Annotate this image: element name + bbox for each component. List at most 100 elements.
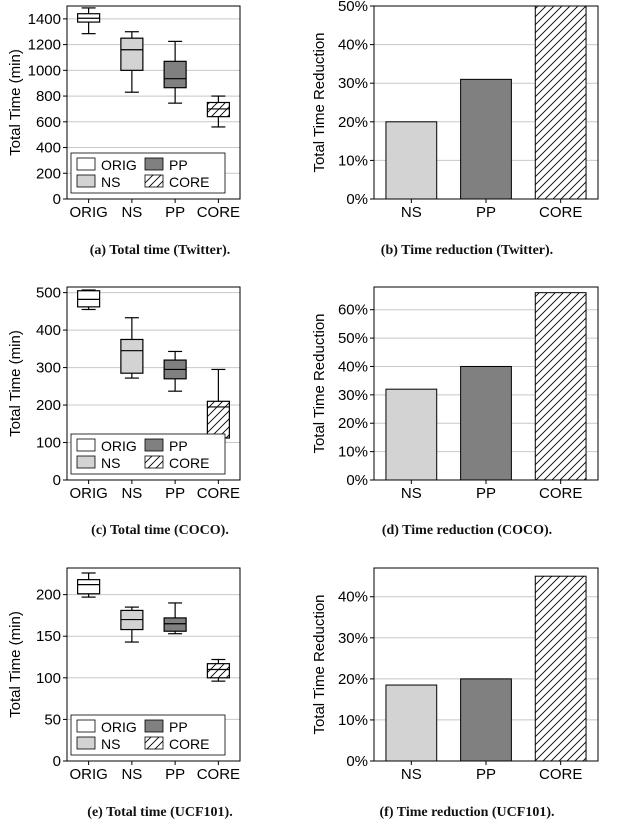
y-tick-label: 600 xyxy=(36,114,61,131)
caption-b: (b) Time reduction (Twitter). xyxy=(380,243,554,258)
bar-ns xyxy=(385,684,438,762)
y-tick-label: 20% xyxy=(338,114,368,131)
y-tick-label: 40% xyxy=(338,37,368,54)
y-tick-label: 0 xyxy=(53,753,61,770)
x-tick-label: NS xyxy=(401,766,422,783)
y-tick-label: 400 xyxy=(36,322,61,339)
x-tick-label: NS xyxy=(401,485,422,502)
x-tick-label: CORE xyxy=(539,766,582,783)
y-tick-label: 50 xyxy=(44,711,61,728)
legend-swatch-core xyxy=(144,174,164,188)
y-tick-label: 10% xyxy=(338,712,368,729)
y-tick-label: 30% xyxy=(338,630,368,647)
x-tick-label: NS xyxy=(121,766,142,783)
x-tick-label: CORE xyxy=(197,204,240,221)
legend-label-core: CORE xyxy=(169,736,209,752)
chart-panel-0: 0 200 400 600 800 1000 1200 1400 Total Time (min… xyxy=(7,5,241,221)
y-axis-label: Total Time (min) xyxy=(7,611,24,718)
y-axis-label: Total Time Reduction xyxy=(311,594,328,734)
legend-label-ns: NS xyxy=(101,736,120,752)
x-tick-label: CORE xyxy=(197,766,240,783)
box-core xyxy=(206,101,230,118)
box-pp xyxy=(163,60,187,89)
y-tick-label: 300 xyxy=(36,360,61,377)
x-tick-label: PP xyxy=(165,204,185,221)
chart-panel-2: 0 100 200 300 400 500 Total Time (min) ORIG PP NS… xyxy=(7,285,241,502)
legend: ORIG PP NS CORE xyxy=(70,433,226,475)
x-tick-label: NS xyxy=(121,485,142,502)
legend-swatch-core xyxy=(144,736,164,750)
y-tick-label: 20% xyxy=(338,671,368,688)
bar-core xyxy=(534,5,587,200)
y-tick-label: 10% xyxy=(338,152,368,169)
legend-swatch-pp xyxy=(144,438,164,452)
y-tick-label: 1400 xyxy=(28,11,61,28)
bar-ns xyxy=(385,388,438,481)
y-tick-label: 800 xyxy=(36,88,61,105)
x-tick-label: PP xyxy=(476,204,496,221)
y-tick-label: 200 xyxy=(36,165,61,182)
chart-panel-5: 0% 10% 20% 30% 40% Total Time Reduction NS PP CO… xyxy=(311,567,599,783)
y-tick-label: 40% xyxy=(338,358,368,375)
y-tick-label: 0% xyxy=(346,753,368,770)
chart-panel-1: 0% 10% 20% 30% 40% 50% Total Time Reduction NS P… xyxy=(311,0,599,221)
bar-ns xyxy=(385,121,438,200)
plot-frame xyxy=(373,5,599,200)
chart-panel-3: 0% 10% 20% 30% 40% 50% 60% Total Time Reduction… xyxy=(311,286,599,502)
legend-label-pp: PP xyxy=(169,157,188,173)
legend-label-ns: NS xyxy=(101,455,120,471)
plot-frame xyxy=(373,286,599,481)
y-tick-label: 0% xyxy=(346,472,368,489)
y-tick-label: 100 xyxy=(36,670,61,687)
x-tick-label: ORIG xyxy=(69,766,107,783)
box-ns xyxy=(120,338,144,374)
caption-d: (d) Time reduction (COCO). xyxy=(381,523,553,538)
x-tick-label: NS xyxy=(401,204,422,221)
legend-swatch-ns xyxy=(76,736,96,750)
y-tick-label: 1200 xyxy=(28,37,61,54)
plot-frame xyxy=(66,567,241,762)
legend-label-core: CORE xyxy=(169,174,209,190)
legend-swatch-orig xyxy=(76,438,96,452)
y-tick-label: 1000 xyxy=(28,62,61,79)
box-pp xyxy=(163,617,187,632)
y-tick-label: 50% xyxy=(338,330,368,347)
y-tick-label: 10% xyxy=(338,444,368,461)
legend-swatch-ns xyxy=(76,455,96,469)
chart-panel-4: 0 50 100 150 200 Total Time (min) ORIG PP NS CORE… xyxy=(7,567,241,783)
bar-pp xyxy=(460,365,512,481)
box-ns xyxy=(120,37,144,71)
y-tick-label: 100 xyxy=(36,435,61,452)
y-tick-label: 0 xyxy=(53,191,61,208)
x-tick-label: ORIG xyxy=(69,485,107,502)
x-tick-label: CORE xyxy=(197,485,240,502)
bar-pp xyxy=(460,78,512,200)
y-tick-label: 0% xyxy=(346,191,368,208)
bar-pp xyxy=(460,678,512,762)
x-tick-label: CORE xyxy=(539,204,582,221)
y-axis-label: Total Time Reduction xyxy=(311,313,328,453)
y-tick-label: 150 xyxy=(36,628,61,645)
x-tick-label: CORE xyxy=(539,485,582,502)
y-tick-label: 60% xyxy=(338,302,368,319)
legend-swatch-core xyxy=(144,455,164,469)
legend: ORIG PP NS CORE xyxy=(70,152,226,194)
bar-core xyxy=(534,292,587,481)
y-tick-label: 20% xyxy=(338,415,368,432)
x-tick-label: PP xyxy=(476,485,496,502)
y-tick-label: 400 xyxy=(36,140,61,157)
plot-frame xyxy=(66,286,241,481)
x-tick-label: PP xyxy=(165,766,185,783)
plot-frame xyxy=(373,567,599,762)
y-tick-label: 30% xyxy=(338,75,368,92)
caption-f: (f) Time reduction (UCF101). xyxy=(379,805,555,820)
caption-a: (a) Total time (Twitter). xyxy=(89,243,231,258)
box-orig xyxy=(77,579,101,595)
box-core xyxy=(206,663,230,679)
y-tick-label: 200 xyxy=(36,587,61,604)
legend-label-ns: NS xyxy=(101,174,120,190)
x-tick-label: ORIG xyxy=(69,204,107,221)
legend: ORIG PP NS CORE xyxy=(70,714,226,756)
x-tick-label: NS xyxy=(121,204,142,221)
